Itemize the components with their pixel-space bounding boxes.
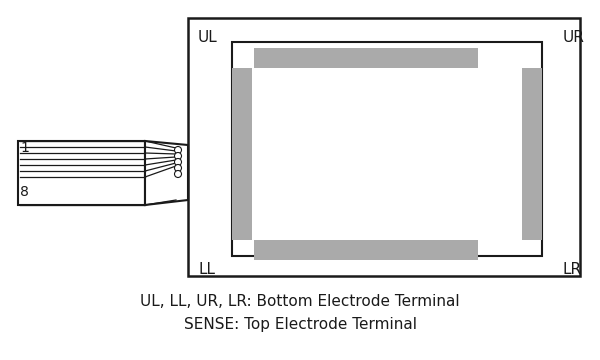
Bar	[188, 18, 580, 276]
Text: 1: 1	[20, 141, 29, 155]
Text: UL, LL, UR, LR: Bottom Electrode Terminal: UL, LL, UR, LR: Bottom Electrode Termina…	[140, 294, 460, 310]
Circle shape	[175, 147, 182, 153]
Circle shape	[175, 171, 182, 177]
Text: UR: UR	[563, 30, 585, 45]
Bar	[232, 42, 542, 256]
Bar	[522, 68, 542, 240]
Circle shape	[175, 158, 182, 166]
Polygon shape	[145, 141, 188, 205]
Text: SENSE: Top Electrode Terminal: SENSE: Top Electrode Terminal	[184, 318, 416, 333]
Bar	[18, 141, 145, 205]
Text: 8: 8	[20, 185, 29, 199]
Circle shape	[175, 153, 182, 159]
Bar	[232, 68, 252, 240]
Bar	[254, 48, 478, 68]
Bar	[254, 240, 478, 260]
Text: UL: UL	[198, 30, 218, 45]
Circle shape	[175, 165, 182, 171]
Text: LL: LL	[198, 262, 215, 277]
Text: LR: LR	[563, 262, 582, 277]
